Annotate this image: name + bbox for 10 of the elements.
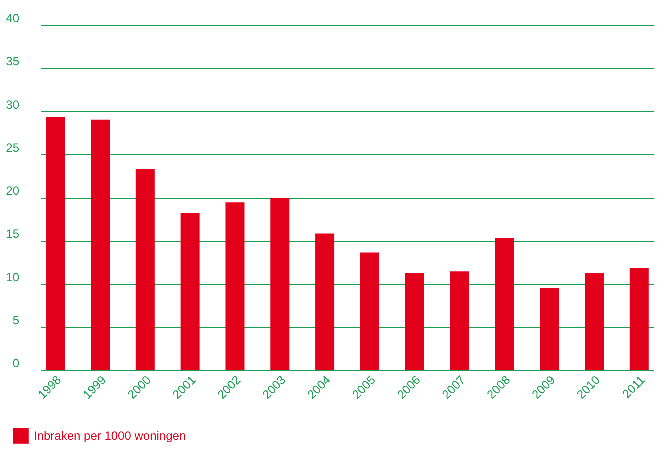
y-tick-label: 15 bbox=[6, 227, 20, 242]
y-tick-label: 0 bbox=[12, 356, 20, 370]
y-tick-label: 10 bbox=[6, 270, 20, 284]
y-tick-label: 40 bbox=[6, 12, 20, 26]
y-tick-label: 35 bbox=[6, 54, 20, 69]
y-tick-label: 5 bbox=[12, 313, 20, 328]
y-tick-label: 25 bbox=[6, 140, 20, 155]
y-tick-label: 30 bbox=[6, 98, 20, 112]
y-tick-label: 20 bbox=[6, 184, 20, 198]
legend-label: Inbraken per 1000 woningen bbox=[34, 429, 186, 443]
